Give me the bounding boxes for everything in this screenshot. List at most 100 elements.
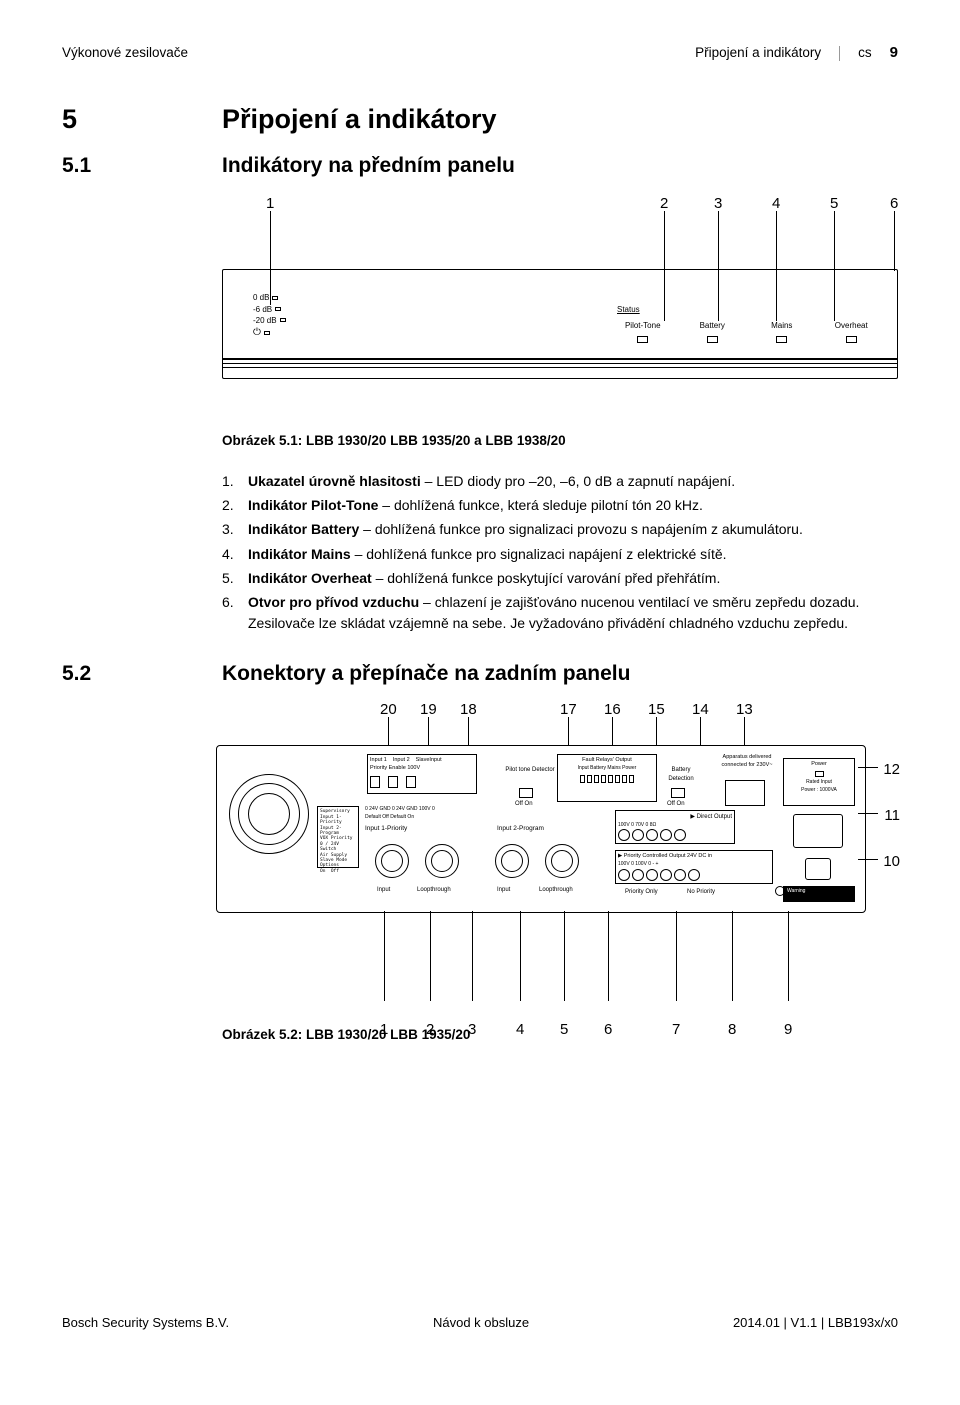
- lbl-fault-relays: Fault Relays' Output: [560, 757, 654, 765]
- lbl-loop-b: Loopthrough: [539, 886, 573, 895]
- leader: [520, 911, 521, 1001]
- list-item-text: Ukazatel úrovně hlasitosti – LED diody p…: [248, 471, 735, 491]
- batt-sw: [671, 788, 685, 798]
- list-item: 4.Indikátor Mains – dohlížená funkce pro…: [222, 544, 898, 564]
- xlr-1: [375, 844, 409, 878]
- rear-panel-box: Supervisory Input 1-Priority Input 2-Pro…: [216, 745, 866, 913]
- header-section: Připojení a indikátory: [695, 43, 821, 63]
- page-number: 9: [890, 42, 898, 64]
- lbl-fault-sub: Input Battery Mains Power: [560, 765, 654, 772]
- vu-meter: 0 dB -6 dB -20 dB ⏻: [253, 292, 301, 340]
- rear-bot-callout-6: 6: [604, 1019, 612, 1041]
- fault-relays: Fault Relays' Output Input Battery Mains…: [557, 754, 657, 802]
- list-item-text: Indikátor Battery – dohlížená funkce pro…: [248, 519, 803, 539]
- list-item-text: Indikátor Mains – dohlížená funkce pro s…: [248, 544, 727, 564]
- leader: [732, 911, 733, 1001]
- lbl-priority-terms: 100V 0 100V 0 - +: [618, 861, 770, 868]
- lbl-loop-a: Loopthrough: [417, 886, 451, 895]
- lbl-input1: Input 1: [370, 757, 387, 765]
- list-item-text: Otvor pro přívod vzduchu – chlazení je z…: [248, 592, 898, 633]
- header-right: Připojení a indikátory cs 9: [695, 42, 898, 64]
- leader: [858, 813, 878, 814]
- list-item-bold: Otvor pro přívod vzduchu: [248, 594, 419, 610]
- leader: [430, 911, 431, 1001]
- list-item-num: 2.: [222, 495, 248, 515]
- lbl-offon-2: Off On: [667, 800, 685, 809]
- lbl-input2-program: Input 2-Program: [497, 824, 544, 833]
- rear-bot-callout-8: 8: [728, 1019, 736, 1041]
- pilot-sw: [519, 788, 533, 798]
- leader: [894, 211, 895, 271]
- leader: [564, 911, 565, 1001]
- xlr-3: [495, 844, 529, 878]
- rear-bot-callout-1: 1: [380, 1019, 388, 1041]
- header-lang: cs: [839, 43, 872, 63]
- lbl-batt-det: Battery Detection: [661, 766, 701, 783]
- section-title: Připojení a indikátory: [222, 100, 497, 139]
- footer-center: Návod k obsluze: [433, 1314, 529, 1333]
- section-5-2: 5.2 Konektory a přepínače na zadním pane…: [62, 659, 898, 689]
- list-item-num: 3.: [222, 519, 248, 539]
- list-item-num: 4.: [222, 544, 248, 564]
- lbl-input-a: Input: [377, 886, 390, 895]
- lbl-rated: Rated Input Power : 1000VA: [786, 779, 852, 794]
- vu-20db: -20 dB: [253, 315, 277, 326]
- list-item: 5.Indikátor Overheat – dohlížená funkce …: [222, 568, 898, 588]
- footer-left: Bosch Security Systems B.V.: [62, 1314, 229, 1333]
- lbl-offon-1: Off On: [515, 800, 533, 809]
- lbl-no-priority: No Priority: [687, 888, 715, 897]
- list-item: 3.Indikátor Battery – dohlížená funkce p…: [222, 519, 898, 539]
- section-title: Indikátory na předním panelu: [222, 151, 515, 181]
- rear-bot-callout-9: 9: [784, 1019, 792, 1041]
- lbl-input1-priority: Input 1-Priority: [365, 824, 407, 833]
- list-item-num: 5.: [222, 568, 248, 588]
- section-5-1: 5.1 Indikátory na předním panelu: [62, 151, 898, 181]
- dip-labels: Supervisory Input 1-Priority Input 2-Pro…: [320, 809, 356, 874]
- figure-5-1-caption: Obrázek 5.1: LBB 1930/20 LBB 1935/20 a L…: [222, 431, 898, 451]
- section-title: Konektory a přepínače na zadním panelu: [222, 659, 630, 689]
- rear-right-callout-10: 10: [883, 851, 900, 873]
- rear-right-callout-12: 12: [883, 759, 900, 781]
- warning-strip: Warning: [783, 886, 855, 902]
- list-item-text: Indikátor Overheat – dohlížená funkce po…: [248, 568, 720, 588]
- priority-output: ▶ Priority Controlled Output 24V DC in 1…: [615, 850, 773, 884]
- leader: [608, 911, 609, 1001]
- section-5: 5 Připojení a indikátory: [62, 100, 898, 139]
- leader: [472, 911, 473, 1001]
- leader: [858, 767, 878, 768]
- list-item-bold: Indikátor Overheat: [248, 570, 372, 586]
- rear-bot-callout-7: 7: [672, 1019, 680, 1041]
- lbl-priority-enable: Priority Enable: [370, 765, 406, 771]
- lbl-power: Power: [786, 761, 852, 769]
- section-num: 5.2: [62, 659, 222, 689]
- leader: [858, 859, 878, 860]
- lbl-priority-only: Priority Only: [625, 888, 658, 897]
- lbl-direct: Direct Output: [697, 814, 732, 820]
- list-item-bold: Ukazatel úrovně hlasitosti: [248, 473, 421, 489]
- lbl-warning: Warning: [784, 888, 805, 894]
- lbl-defaults: 0 24V GND 0 24V GND 100V 0 Default Off D…: [365, 806, 495, 821]
- iec-inlet: [793, 814, 843, 848]
- list-item-num: 6.: [222, 592, 248, 633]
- xlr-4: [545, 844, 579, 878]
- fuse-holder: [805, 858, 831, 880]
- vu-0db: 0 dB: [253, 292, 269, 303]
- status-battery: Battery: [687, 320, 739, 332]
- list-item: 1.Ukazatel úrovně hlasitosti – LED diody…: [222, 471, 898, 491]
- section-num: 5.1: [62, 151, 222, 181]
- lbl-100v: 100V: [407, 765, 420, 771]
- status-overheat: Overheat: [826, 320, 878, 332]
- rear-right-callout-11: 11: [884, 805, 900, 827]
- status-pilot: Pilot-Tone: [617, 320, 669, 332]
- power-block: Power Rated Input Power : 1000VA: [783, 758, 855, 806]
- list-item-num: 1.: [222, 471, 248, 491]
- rear-bot-callout-4: 4: [516, 1019, 524, 1041]
- footer-right: 2014.01 | V1.1 | LBB193x/x0: [733, 1314, 898, 1333]
- leader: [676, 911, 677, 1001]
- list-item-text: Indikátor Pilot-Tone – dohlížená funkce,…: [248, 495, 703, 515]
- lbl-slaveinput: SlaveInput: [416, 757, 442, 765]
- lbl-direct-terms: 100V 0 70V 0 8Ω: [618, 822, 732, 829]
- list-item-bold: Indikátor Battery: [248, 521, 359, 537]
- indicator-list: 1.Ukazatel úrovně hlasitosti – LED diody…: [222, 471, 898, 633]
- status-mains: Mains: [756, 320, 808, 332]
